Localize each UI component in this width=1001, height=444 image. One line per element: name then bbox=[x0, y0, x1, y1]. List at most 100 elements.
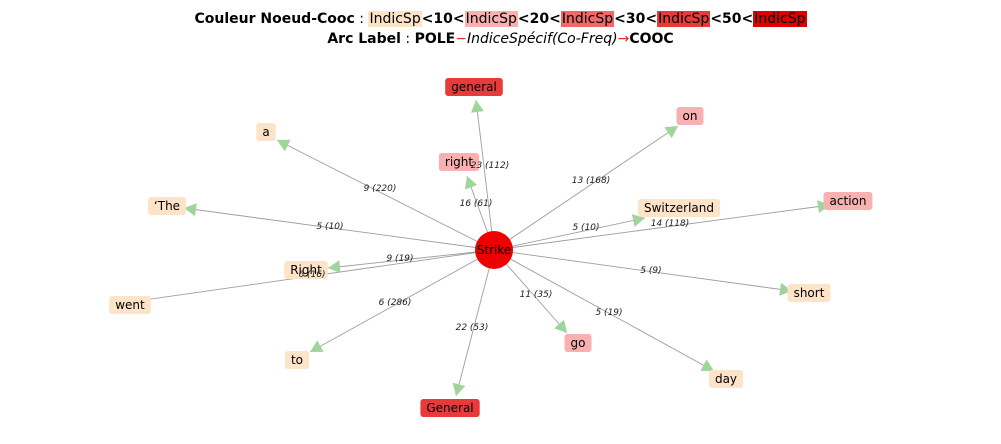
node-right[interactable]: right bbox=[438, 153, 480, 171]
node-a[interactable]: a bbox=[256, 123, 276, 141]
edge-label-right: 16 (61) bbox=[460, 199, 493, 209]
arrowhead-general2 bbox=[452, 382, 466, 396]
edge-label-right2: 9 (19) bbox=[386, 254, 413, 264]
node-go[interactable]: go bbox=[564, 334, 592, 352]
edge-label-a: 9 (220) bbox=[364, 184, 397, 194]
arrowhead-the bbox=[184, 203, 197, 217]
arrowhead-right2 bbox=[328, 260, 341, 274]
edge-a bbox=[276, 139, 495, 251]
node-label-the: ‘The bbox=[154, 199, 180, 213]
edge-label-short: 5 (9) bbox=[640, 266, 661, 276]
node-label-short: short bbox=[794, 286, 825, 300]
arrowhead-general bbox=[471, 100, 484, 113]
arrowhead-go bbox=[554, 319, 567, 333]
node-box-on bbox=[676, 107, 704, 125]
legend-swatch-lt10: IndicSp bbox=[368, 11, 422, 27]
node-label-day: day bbox=[715, 372, 737, 386]
arrowhead-to bbox=[310, 340, 324, 352]
legend-swatch-lt20: IndicSp bbox=[464, 11, 518, 27]
edge-action bbox=[493, 204, 831, 251]
node-label-go: go bbox=[571, 336, 586, 350]
node-right2[interactable]: Right bbox=[284, 261, 328, 279]
arrows-layer bbox=[116, 100, 830, 396]
legend-swatch-lt30: IndicSp bbox=[560, 11, 615, 27]
arrowhead-on bbox=[664, 126, 678, 139]
node-box-general2 bbox=[420, 399, 480, 417]
legend-threshold-20: <20< bbox=[517, 11, 561, 27]
arrowhead-a bbox=[277, 139, 291, 152]
legend-swatch-lt50: IndicSp bbox=[657, 11, 711, 27]
node-general2[interactable]: General bbox=[420, 399, 480, 417]
edge-label-action: 14 (118) bbox=[651, 219, 690, 229]
node-label-a: a bbox=[262, 125, 269, 139]
edge-label-general2: 22 (53) bbox=[456, 323, 489, 333]
node-box-to bbox=[285, 351, 309, 369]
edge-label-on: 13 (168) bbox=[572, 176, 611, 186]
edge-switzerland bbox=[493, 217, 646, 251]
center-layer: Strike bbox=[475, 231, 513, 269]
node-action[interactable]: action bbox=[823, 192, 873, 210]
node-label-to: to bbox=[291, 353, 303, 367]
node-box-switzerland bbox=[638, 199, 720, 217]
legend-arc-title: Arc Label bbox=[327, 31, 401, 47]
node-box-went bbox=[109, 296, 151, 314]
node-label-on: on bbox=[683, 109, 698, 123]
node-day[interactable]: day bbox=[709, 370, 744, 388]
legend-separator: : bbox=[354, 11, 369, 27]
center-node[interactable] bbox=[475, 231, 513, 269]
legend-arc-dash: − bbox=[455, 31, 467, 47]
arrowhead-right bbox=[465, 176, 478, 190]
edge-day bbox=[493, 249, 715, 372]
legend-swatch-ge50: IndicSp bbox=[753, 11, 807, 27]
edge-on bbox=[493, 125, 679, 251]
node-box-right2 bbox=[284, 261, 328, 279]
node-box-general bbox=[445, 78, 503, 96]
node-box-go bbox=[564, 334, 592, 352]
edge-label-switzerland: 5 (10) bbox=[572, 223, 599, 233]
legend-arc-arrow: → bbox=[617, 31, 630, 47]
edge-label-the: 5 (10) bbox=[316, 222, 343, 232]
edge-general bbox=[475, 99, 495, 251]
legend-title: Couleur Noeud-Cooc bbox=[194, 11, 355, 27]
node-box-a bbox=[256, 123, 276, 141]
legend-threshold-10: <10< bbox=[421, 11, 465, 27]
node-label-right2: Right bbox=[290, 263, 322, 277]
edge-the bbox=[183, 207, 495, 251]
edge-short bbox=[493, 249, 793, 292]
edge-label-go: 11 (35) bbox=[520, 290, 553, 300]
legend-arc-label: Arc Label : POLE−IndiceSpécif(Co-Freq)→C… bbox=[0, 31, 1001, 47]
arrowhead-switzerland bbox=[631, 214, 645, 227]
legend-arc-pole: POLE bbox=[414, 31, 456, 47]
node-label-general2: General bbox=[426, 401, 473, 415]
edge-labels-layer: 23 (112) 13 (168) 9 (220) 16 (61) 14 (118) 5 … bbox=[298, 161, 689, 333]
node-on[interactable]: on bbox=[676, 107, 704, 125]
center-node-label: Strike bbox=[477, 243, 512, 257]
edge-right2 bbox=[327, 249, 495, 269]
node-general[interactable]: general bbox=[445, 78, 503, 96]
node-went[interactable]: went bbox=[109, 296, 151, 314]
edges-layer bbox=[115, 99, 831, 397]
node-box-the bbox=[147, 197, 186, 215]
node-label-general: general bbox=[451, 80, 497, 94]
node-box-day bbox=[709, 370, 744, 388]
node-to[interactable]: to bbox=[285, 351, 309, 369]
node-the[interactable]: ‘The bbox=[147, 197, 186, 215]
legend-arc-cooc: COOC bbox=[629, 31, 674, 47]
edge-label-to: 6 (286) bbox=[379, 298, 412, 308]
edge-label-went: 6 (16) bbox=[298, 270, 325, 280]
node-short[interactable]: short bbox=[787, 284, 831, 302]
node-box-short bbox=[787, 284, 831, 302]
legend-arc-separator: : bbox=[400, 31, 415, 47]
node-label-action: action bbox=[830, 194, 867, 208]
node-box-right bbox=[438, 153, 480, 171]
legend-node-colors: Couleur Noeud-Cooc : IndicSp<10<IndicSp<… bbox=[0, 11, 1001, 27]
node-switzerland[interactable]: Switzerland bbox=[638, 199, 720, 217]
legend-arc-middle: IndiceSpécif(Co-Freq) bbox=[466, 31, 618, 47]
legend-threshold-50: <50< bbox=[710, 11, 754, 27]
node-label-went: went bbox=[115, 298, 145, 312]
edge-label-general: 23 (112) bbox=[471, 161, 510, 171]
node-label-switzerland: Switzerland bbox=[644, 201, 714, 215]
nodes-layer: general on a right action ‘The Switzerland Righ… bbox=[109, 78, 873, 417]
edge-general2 bbox=[455, 249, 495, 397]
node-box-action bbox=[823, 192, 873, 210]
